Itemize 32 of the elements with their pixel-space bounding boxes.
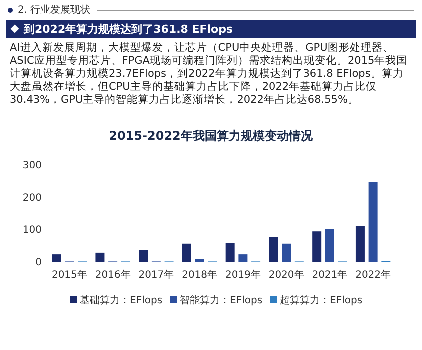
- bar: [368, 182, 378, 262]
- bar: [195, 259, 204, 262]
- bar: [182, 244, 192, 262]
- x-tick-label: 2019年: [225, 269, 261, 281]
- bar: [325, 229, 334, 262]
- x-tick-label: 2016年: [95, 269, 131, 281]
- bar: [356, 226, 365, 262]
- text: AI进入新发展周期，大模型爆发，让芯片（CPU中央处理器、GPU图形处理器、ASIC应用型专用芯片、FPGA现场可编程门阵列）需求结构出现变化。2015年我国计算机设备算力规模23.7EFlops，到2022年算力规模达到了361.8 EFlops。算力大盘虽然在增长，但CPU主导的基础算力占比下降，2022年基础算力占比仅30.43%，GPU主导的智能算力占比逐渐增长，2022年占比达68.55%。: [10, 42, 409, 107]
- x-tick-label: 2020年: [268, 269, 304, 281]
- chart-title: 2015-2022年我国算力规模变动情况: [109, 129, 314, 143]
- bar: [96, 252, 105, 262]
- y-tick-label: 100: [22, 225, 42, 236]
- bar: [238, 254, 248, 262]
- bar: [226, 243, 235, 262]
- bar: [139, 250, 148, 262]
- bar: [269, 237, 278, 262]
- x-tick-label: 2021年: [312, 269, 348, 281]
- legend-label: 智能算力：EFlops: [180, 294, 263, 306]
- bar: [282, 244, 292, 262]
- x-tick-label: 2018年: [182, 269, 218, 281]
- legend-label: 基础算力：EFlops: [80, 294, 163, 306]
- y-tick-label: 200: [22, 192, 42, 204]
- y-tick-label: 300: [22, 160, 42, 172]
- y-tick-label: 0: [36, 258, 42, 268]
- bar: [52, 254, 62, 262]
- text: 2. 行业发展现状: [18, 4, 91, 17]
- legend-label: 超算算力：EFlops: [280, 294, 363, 306]
- text: 到2022年算力规模达到了361.8 EFlops: [24, 22, 234, 36]
- x-tick-label: 2017年: [138, 269, 174, 281]
- bar: [312, 232, 322, 262]
- x-tick-label: 2022年: [356, 269, 392, 281]
- x-tick-label: 2015年: [52, 269, 88, 281]
